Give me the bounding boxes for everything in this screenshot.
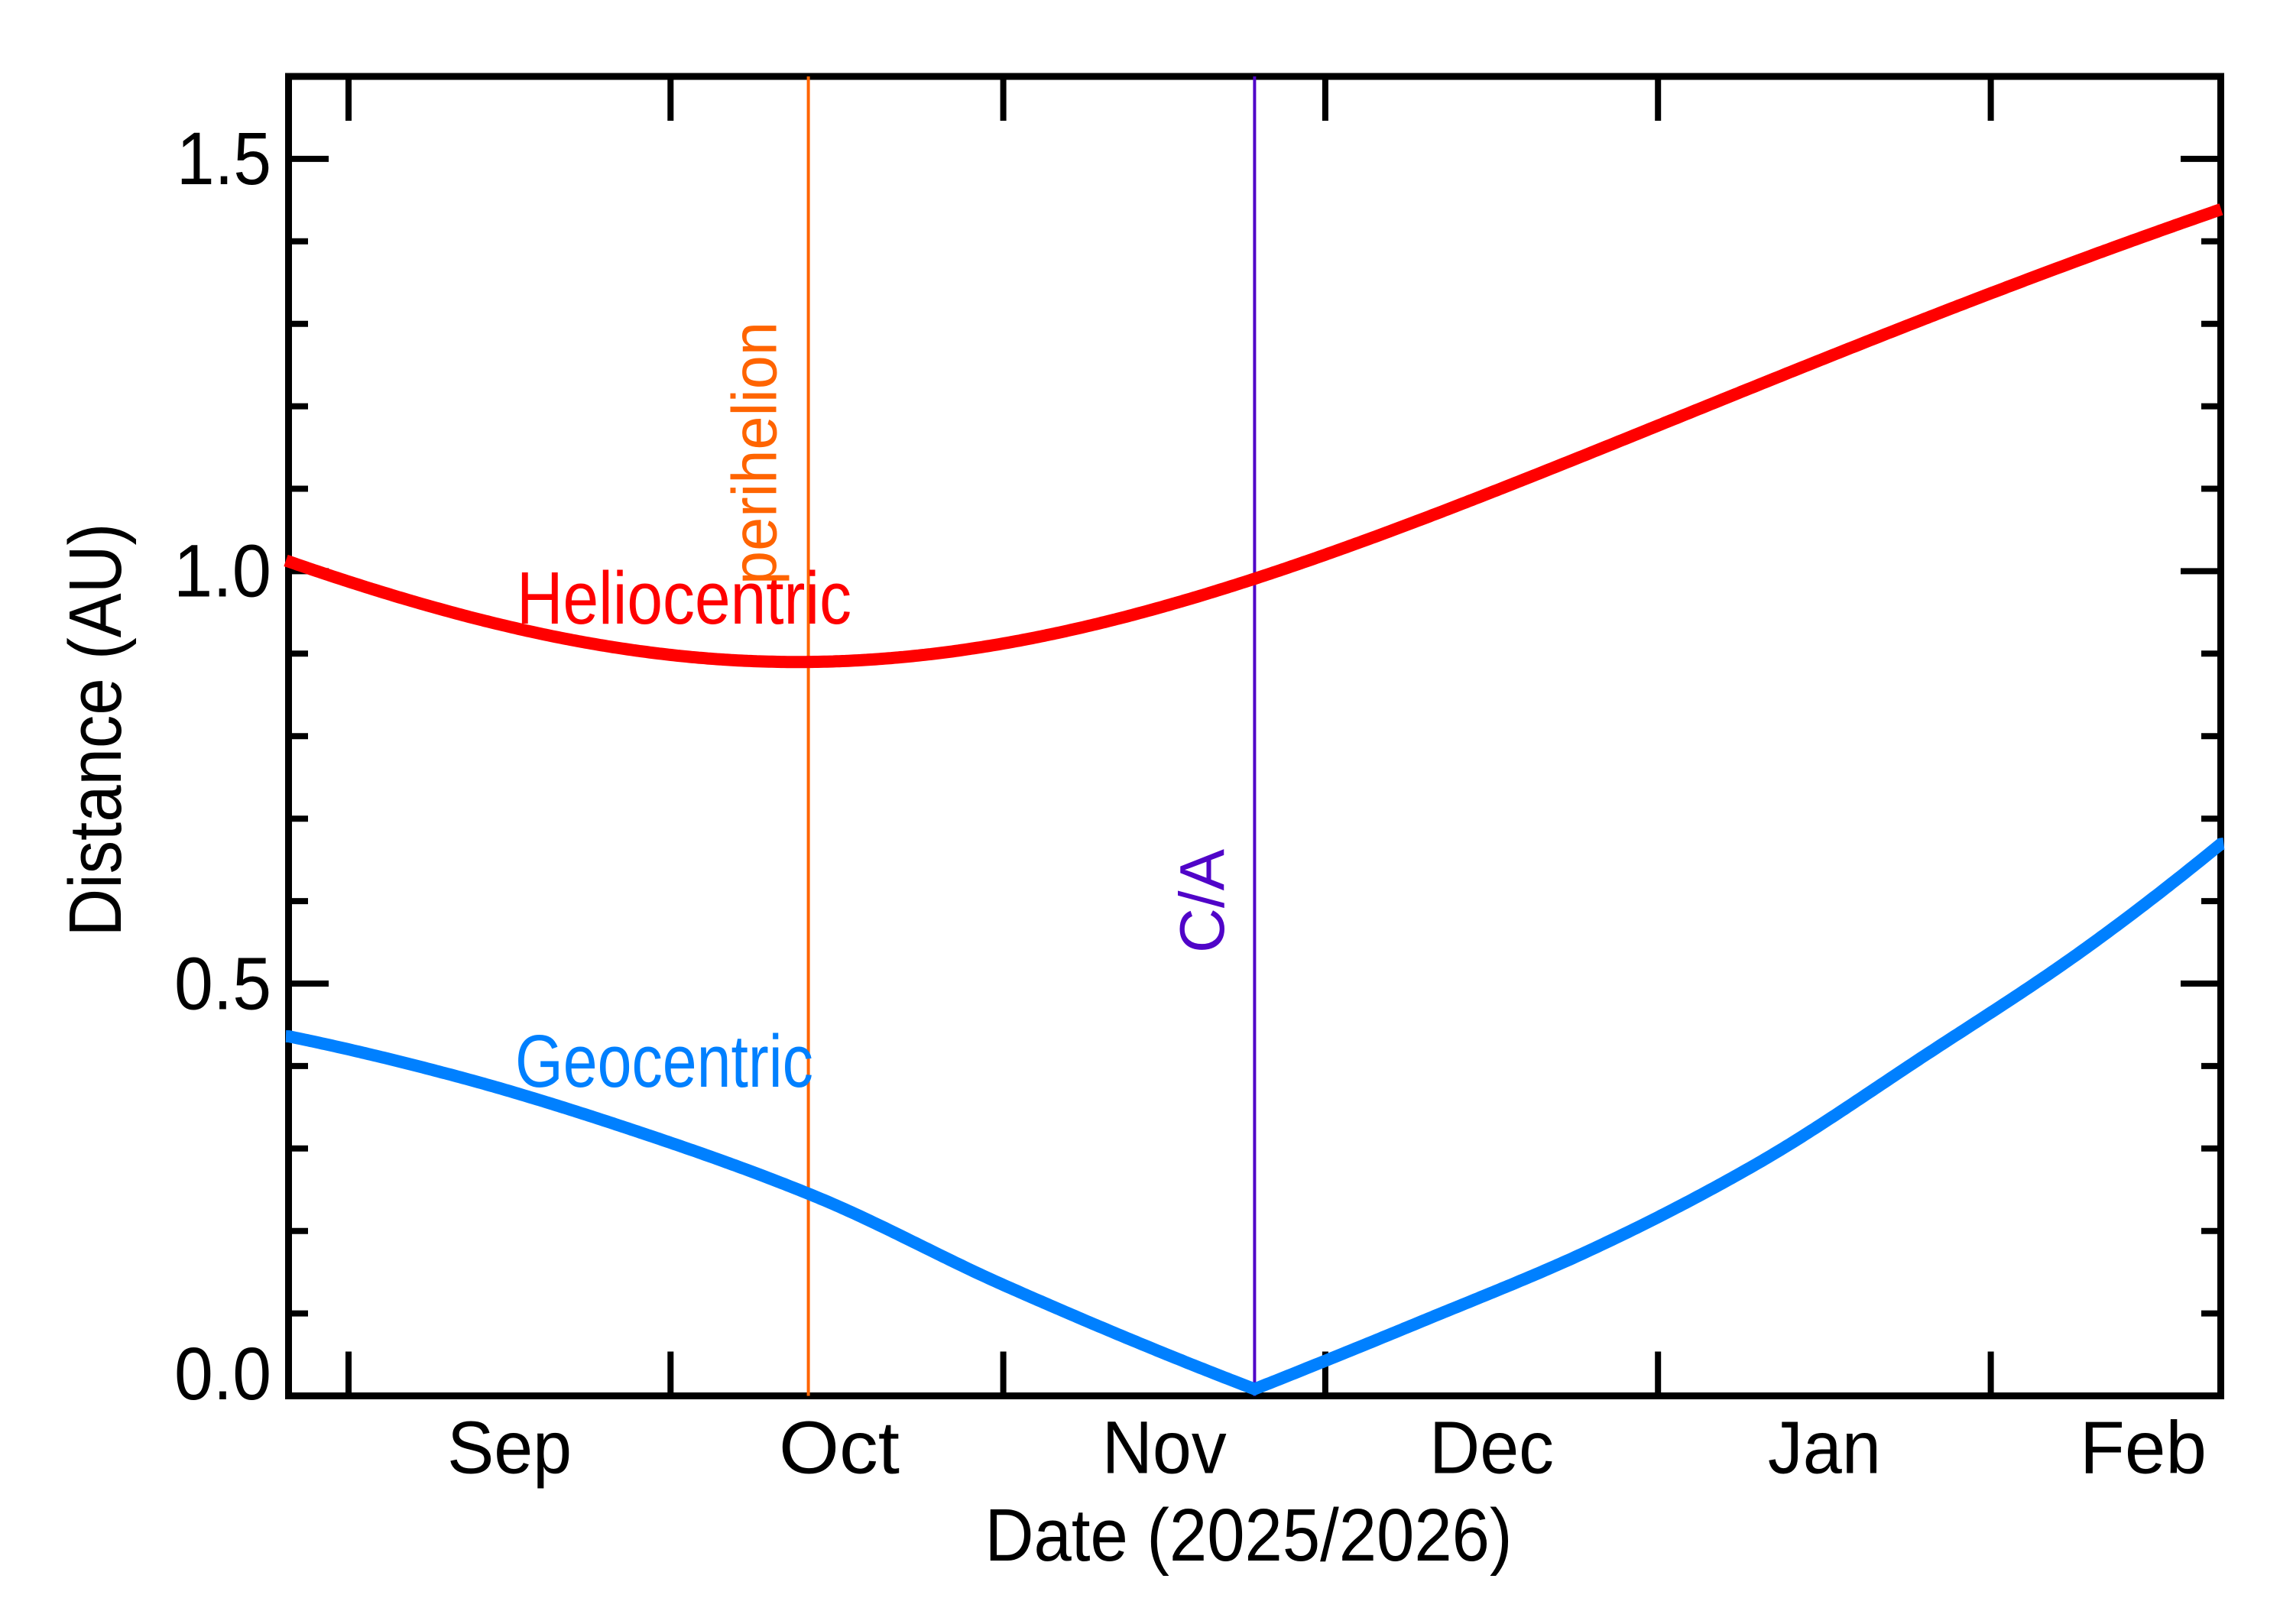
svg-text:Nov: Nov: [1102, 1406, 1227, 1489]
svg-text:Distance (AU): Distance (AU): [54, 524, 137, 937]
svg-text:Oct: Oct: [779, 1406, 900, 1489]
svg-text:Jan: Jan: [1768, 1406, 1881, 1489]
svg-text:perihelion: perihelion: [719, 322, 790, 585]
svg-text:Feb: Feb: [2080, 1406, 2207, 1489]
svg-text:1.5: 1.5: [177, 117, 271, 200]
svg-text:0.5: 0.5: [174, 942, 271, 1025]
svg-text:C/A: C/A: [1166, 848, 1237, 953]
svg-text:Heliocentric: Heliocentric: [517, 556, 851, 640]
svg-text:Date (2025/2026): Date (2025/2026): [985, 1493, 1513, 1577]
svg-text:Geocentric: Geocentric: [515, 1019, 813, 1103]
svg-text:0.0: 0.0: [174, 1332, 271, 1415]
svg-text:Dec: Dec: [1429, 1406, 1554, 1489]
svg-text:1.0: 1.0: [174, 530, 271, 613]
svg-text:Sep: Sep: [447, 1406, 572, 1489]
